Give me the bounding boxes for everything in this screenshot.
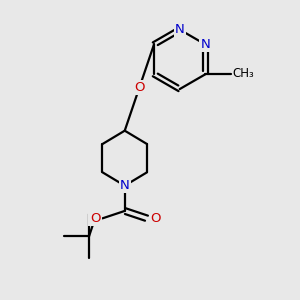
Text: N: N	[120, 179, 130, 192]
Text: O: O	[150, 212, 160, 225]
Text: N: N	[175, 23, 184, 36]
Text: CH₃: CH₃	[232, 67, 254, 80]
Text: O: O	[90, 212, 100, 225]
Text: N: N	[201, 38, 210, 51]
Text: O: O	[134, 81, 145, 94]
